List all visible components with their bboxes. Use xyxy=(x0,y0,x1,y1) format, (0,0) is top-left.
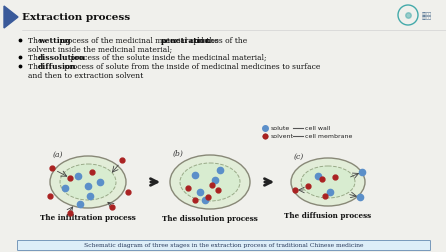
Polygon shape xyxy=(4,6,18,28)
Text: (b): (b) xyxy=(173,150,184,158)
Text: cell wall: cell wall xyxy=(305,125,330,131)
Text: 人大文献
资讯平台: 人大文献 资讯平台 xyxy=(422,12,432,21)
Text: cell membrane: cell membrane xyxy=(305,134,352,139)
Text: dissolution: dissolution xyxy=(37,54,86,62)
Text: (c): (c) xyxy=(294,153,304,161)
Text: process of the: process of the xyxy=(191,37,248,45)
Text: The: The xyxy=(28,63,45,71)
Ellipse shape xyxy=(291,158,365,206)
Text: and then to extraction solvent: and then to extraction solvent xyxy=(28,72,143,80)
Text: diffusion: diffusion xyxy=(37,63,76,71)
Text: process of the solute inside the medicinal material;: process of the solute inside the medicin… xyxy=(68,54,267,62)
Text: penetration: penetration xyxy=(161,37,211,45)
Text: The dissolution process: The dissolution process xyxy=(162,215,258,223)
Ellipse shape xyxy=(301,166,355,198)
Text: process of solute from the inside of medicinal medicines to surface: process of solute from the inside of med… xyxy=(62,63,321,71)
Text: The: The xyxy=(28,37,45,45)
Text: solvent: solvent xyxy=(271,134,294,139)
Text: The: The xyxy=(28,54,45,62)
Text: (a): (a) xyxy=(53,151,63,159)
Text: Schematic diagram of three stages in the extraction process of traditional Chine: Schematic diagram of three stages in the… xyxy=(84,243,364,248)
Text: solute: solute xyxy=(271,125,290,131)
FancyBboxPatch shape xyxy=(17,240,430,250)
Text: Extraction process: Extraction process xyxy=(22,13,130,21)
Text: wetting: wetting xyxy=(37,37,70,45)
Text: The diffusion process: The diffusion process xyxy=(285,212,372,220)
Text: The infiltration process: The infiltration process xyxy=(40,214,136,222)
Ellipse shape xyxy=(60,164,116,200)
Ellipse shape xyxy=(170,155,250,209)
Text: process of the medicinal material and the: process of the medicinal material and th… xyxy=(57,37,221,45)
Text: solvent inside the medicinal material;: solvent inside the medicinal material; xyxy=(28,46,172,54)
Ellipse shape xyxy=(180,163,240,201)
Ellipse shape xyxy=(50,156,126,208)
